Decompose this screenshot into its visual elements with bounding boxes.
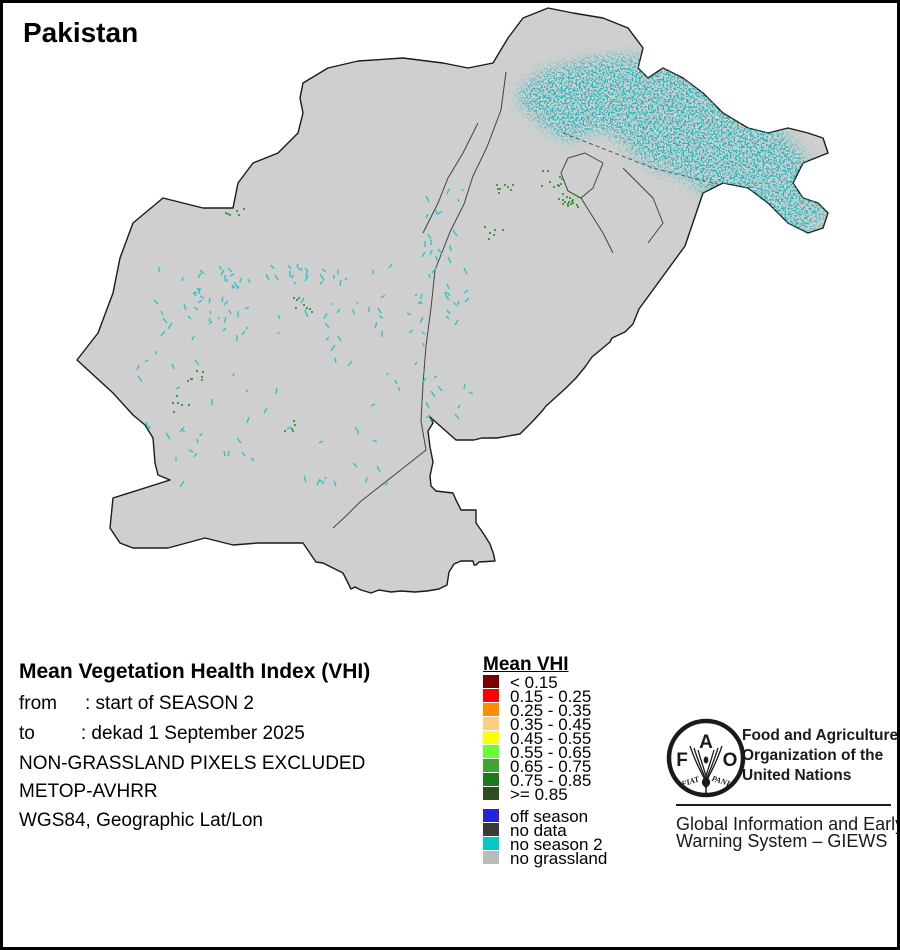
- svg-text:O: O: [723, 750, 738, 771]
- svg-text:FIAT: FIAT: [679, 774, 701, 789]
- svg-text:PANIS: PANIS: [710, 774, 735, 790]
- svg-text:F: F: [676, 750, 688, 771]
- svg-text:A: A: [699, 732, 713, 753]
